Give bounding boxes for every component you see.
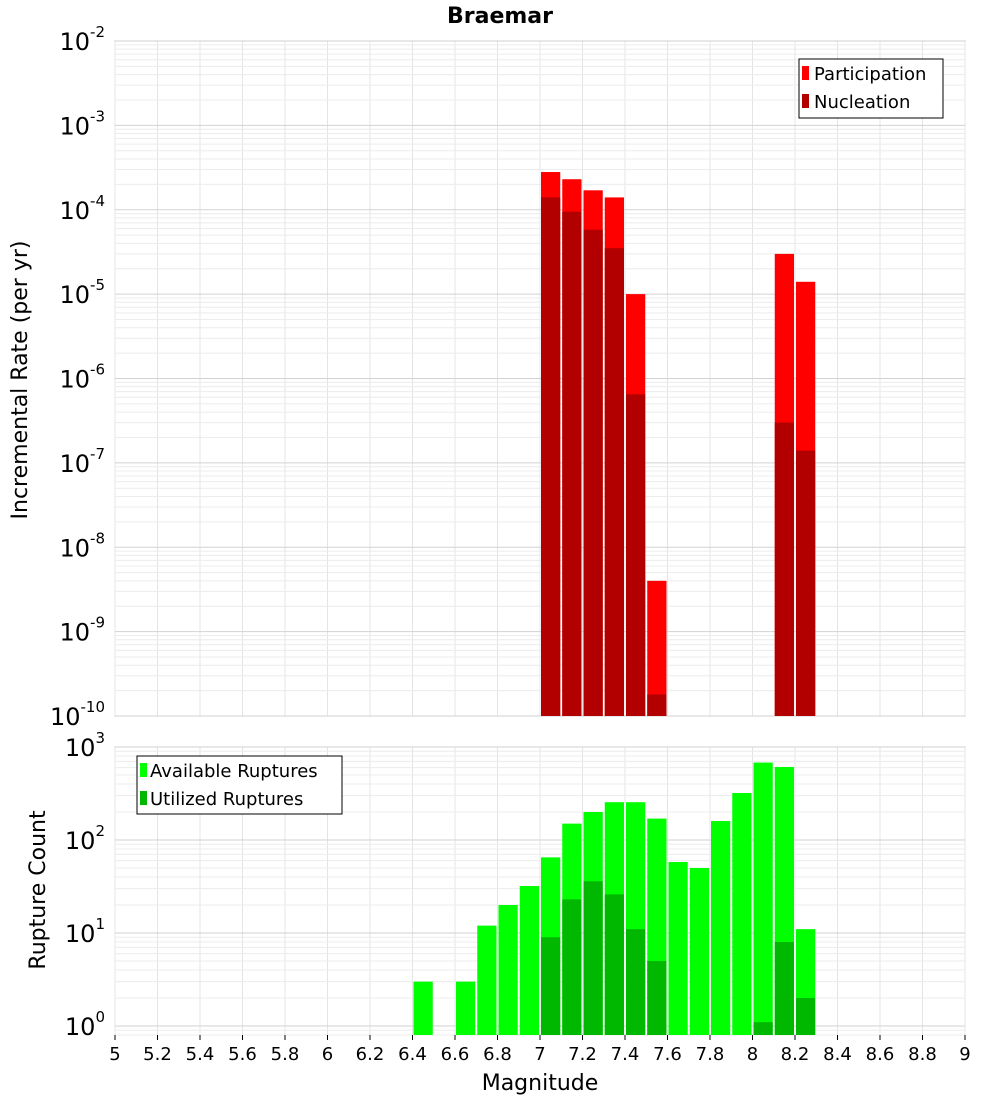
x-tick-label: 5.8 <box>271 1044 300 1065</box>
count-legend-box <box>136 755 343 815</box>
count-bar-utilized-ruptures <box>562 899 582 1035</box>
rate-bar-nucleation <box>562 211 582 716</box>
count-bar-available-ruptures <box>753 762 773 1035</box>
count-bar-utilized-ruptures <box>604 894 624 1035</box>
legend-available-label: Available Ruptures <box>150 761 318 782</box>
x-tick-label: 6.2 <box>356 1044 385 1065</box>
legend-utilized-swatch <box>140 791 147 805</box>
rate-bar-nucleation <box>604 248 624 717</box>
rate-y-ticks: 10-2 10-3 10-4 10-5 10-6 10-7 10-8 10-9 10-10 <box>50 23 105 731</box>
legend-available-swatch <box>140 763 147 777</box>
count-bar-utilized-ruptures <box>626 929 646 1035</box>
count-legend: Available Ruptures Utilized Ruptures <box>136 755 343 815</box>
rate-bars <box>541 172 816 717</box>
rate-bar-nucleation <box>626 394 646 716</box>
rate-chart: Braemar 10-2 10-3 10-4 10-5 10-6 10-7 10-8 10-9… <box>8 4 966 731</box>
count-bar-utilized-ruptures <box>753 1022 773 1035</box>
count-bar-utilized-ruptures <box>583 881 603 1035</box>
legend-nucleation-label: Nucleation <box>814 92 910 113</box>
y-tick-label: 10-3 <box>59 107 105 140</box>
count-bar-available-ruptures <box>477 925 497 1035</box>
count-bar-utilized-ruptures <box>541 937 561 1035</box>
x-tick-label: 7.2 <box>568 1044 597 1065</box>
x-tick-label: 7.6 <box>653 1044 682 1065</box>
x-tick-label: 5.2 <box>143 1044 172 1065</box>
count-bar-available-ruptures <box>519 886 539 1035</box>
x-tick-label: 8.6 <box>866 1044 895 1065</box>
count-bar-available-ruptures <box>711 821 731 1035</box>
legend-participation-label: Participation <box>814 64 926 85</box>
rate-gridlines <box>114 40 966 717</box>
x-tick-label: 8 <box>747 1044 758 1065</box>
count-bars <box>413 762 816 1035</box>
rate-bar-nucleation <box>774 422 794 716</box>
rate-bar-nucleation <box>541 197 561 717</box>
y-tick-label: 10-5 <box>59 276 105 309</box>
x-tick-label: 8.4 <box>823 1044 852 1065</box>
x-tick-label: 6 <box>322 1044 333 1065</box>
chart-title: Braemar <box>447 4 553 29</box>
y-tick-label: 10-9 <box>59 614 105 647</box>
x-tick-label: 6.4 <box>398 1044 427 1065</box>
x-tick-label: 7.4 <box>611 1044 640 1065</box>
count-bar-available-ruptures <box>732 793 752 1035</box>
count-bar-utilized-ruptures <box>647 960 667 1035</box>
rate-legend-box <box>798 58 944 119</box>
x-tick-label: 5.4 <box>186 1044 215 1065</box>
y-tick-label: 100 <box>65 1008 105 1041</box>
rate-bar-nucleation <box>796 450 816 716</box>
rate-bar-nucleation <box>583 229 603 717</box>
x-ticks: 5 5.2 5.4 5.6 5.8 6 6.2 6.4 6.6 6.8 7 7.2 7.4 7.6 7.8 8… <box>109 1035 971 1065</box>
count-bar-available-ruptures <box>413 981 433 1035</box>
count-y-ticks: 103 102 101 100 <box>65 729 105 1041</box>
count-y-axis-label: Rupture Count <box>26 810 51 970</box>
x-tick-label: 7.8 <box>696 1044 725 1065</box>
x-tick-label: 7 <box>534 1044 545 1065</box>
y-tick-label: 10-7 <box>59 445 105 478</box>
x-tick-label: 9 <box>959 1044 970 1065</box>
count-bar-available-ruptures <box>456 981 476 1035</box>
y-tick-label: 10-8 <box>59 529 105 562</box>
count-bar-available-ruptures <box>498 904 518 1035</box>
x-tick-label: 8.2 <box>781 1044 810 1065</box>
y-tick-label: 10-6 <box>59 361 105 394</box>
legend-nucleation-swatch <box>802 94 809 108</box>
rate-bar-nucleation <box>647 694 667 716</box>
x-tick-label: 6.6 <box>441 1044 470 1065</box>
x-axis-label: Magnitude <box>482 1071 599 1096</box>
x-tick-label: 6.8 <box>483 1044 512 1065</box>
rate-y-axis-label: Incremental Rate (per yr) <box>8 241 33 520</box>
x-tick-label: 5.6 <box>228 1044 257 1065</box>
rate-bar-participation <box>647 580 667 716</box>
count-bar-available-ruptures <box>689 867 709 1035</box>
y-tick-label: 103 <box>65 729 105 762</box>
y-tick-label: 101 <box>65 915 105 948</box>
y-tick-label: 102 <box>65 822 105 855</box>
y-tick-label: 10-4 <box>59 192 105 225</box>
rate-legend: Participation Nucleation <box>798 58 944 119</box>
x-tick-label: 5 <box>109 1044 120 1065</box>
y-tick-label: 10-2 <box>59 23 105 56</box>
legend-utilized-label: Utilized Ruptures <box>150 789 303 810</box>
count-bar-available-ruptures <box>668 861 688 1035</box>
count-chart: 103 102 101 100 5 5.2 5.4 5.6 5.8 6 6.2 6.4 6.6 6.8 7… <box>26 729 971 1096</box>
y-tick-label: 10-10 <box>50 698 105 731</box>
x-tick-label: 8.8 <box>908 1044 937 1065</box>
legend-participation-swatch <box>802 66 809 80</box>
count-bar-utilized-ruptures <box>796 997 816 1035</box>
count-bar-utilized-ruptures <box>774 942 794 1035</box>
